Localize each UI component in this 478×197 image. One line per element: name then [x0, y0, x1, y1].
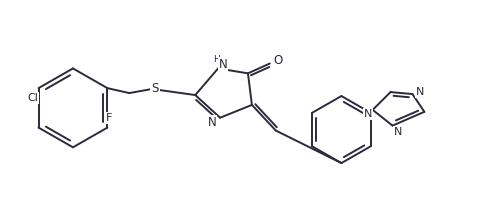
- Text: H: H: [213, 55, 219, 64]
- Text: F: F: [106, 113, 113, 123]
- Text: N: N: [394, 126, 402, 137]
- Text: N: N: [219, 58, 228, 71]
- Text: Cl: Cl: [27, 93, 38, 103]
- Text: S: S: [152, 82, 159, 95]
- Text: O: O: [273, 54, 282, 67]
- Text: N: N: [416, 87, 424, 97]
- Text: N: N: [208, 116, 217, 129]
- Text: N: N: [363, 109, 372, 119]
